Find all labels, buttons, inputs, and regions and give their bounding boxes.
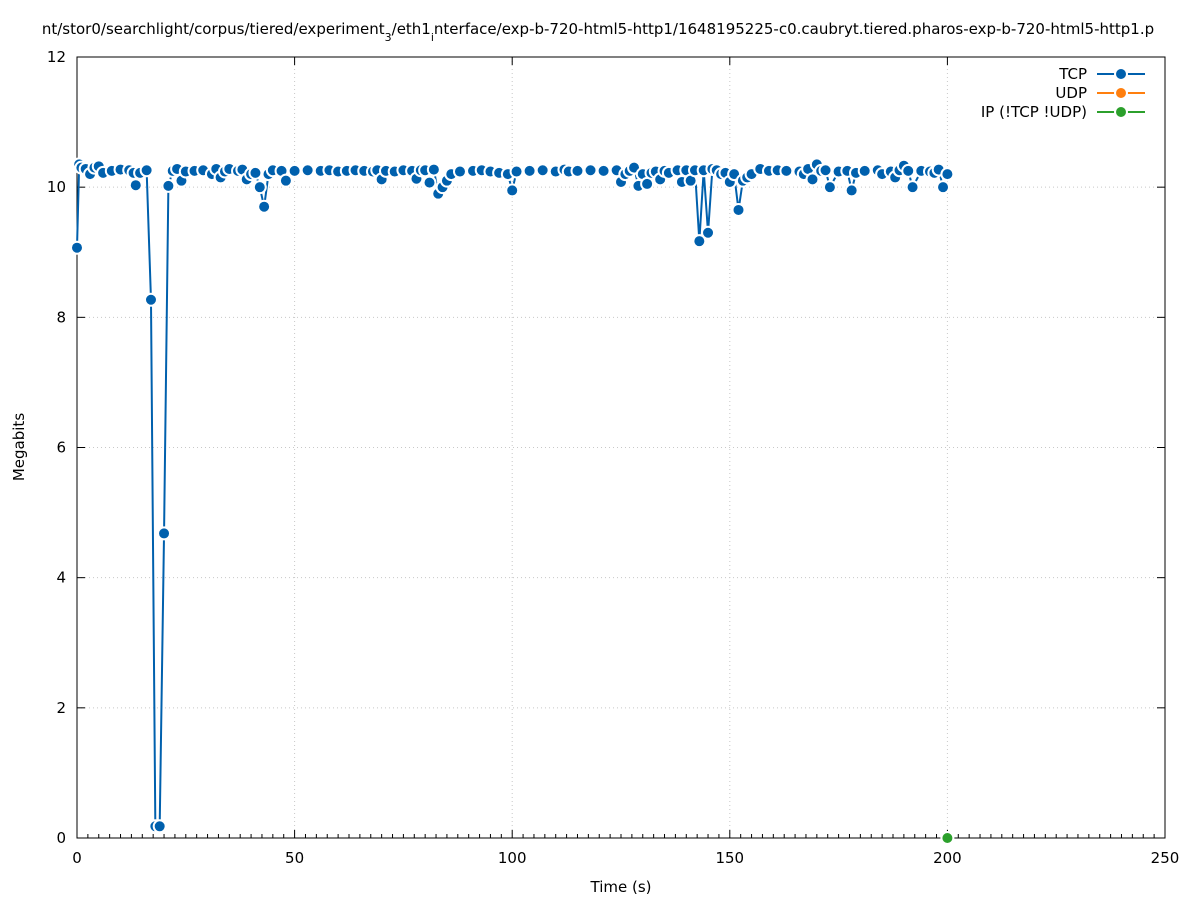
data-point (522, 163, 537, 178)
data-point (940, 831, 955, 845)
legend-entry-label: IP (!TCP !UDP) (981, 103, 1087, 121)
data-point (300, 163, 315, 178)
data-point (901, 163, 916, 178)
data-point (505, 183, 520, 198)
data-point (278, 173, 293, 188)
data-point (844, 183, 859, 198)
x-tick-label: 50 (285, 849, 304, 867)
y-tick-label: 4 (56, 569, 66, 587)
data-point (509, 164, 524, 179)
y-tick-label: 6 (56, 439, 66, 457)
series-2 (940, 831, 955, 845)
data-point (128, 178, 143, 193)
x-axis-label: Time (s) (590, 878, 652, 896)
data-point (426, 162, 441, 177)
data-point (818, 163, 833, 178)
legend-entry-marker (1114, 67, 1128, 81)
data-point (252, 180, 267, 195)
x-tick-label: 150 (715, 849, 744, 867)
data-point (139, 163, 154, 178)
data-point (805, 172, 820, 187)
data-point (596, 163, 611, 178)
data-point (583, 163, 598, 178)
y-tick-label: 12 (47, 48, 66, 66)
y-tick-label: 8 (56, 308, 66, 326)
legend-entry-label: TCP (1058, 65, 1087, 83)
x-tick-label: 250 (1151, 849, 1180, 867)
data-point (287, 163, 302, 178)
data-point (857, 163, 872, 178)
data-point (152, 819, 167, 834)
series-layer (70, 157, 955, 845)
x-tick-label: 0 (72, 849, 82, 867)
x-tick-label: 100 (498, 849, 527, 867)
plot-frame (76, 56, 1166, 839)
data-point (779, 163, 794, 178)
data-point (731, 202, 746, 217)
legend-entry-marker (1114, 105, 1128, 119)
legend-entry-label: UDP (1055, 84, 1087, 102)
series-line (76, 161, 949, 828)
data-point (701, 225, 716, 240)
series-0 (70, 157, 955, 834)
data-point (143, 292, 158, 307)
data-point (692, 234, 707, 249)
data-point (905, 180, 920, 195)
y-axis-label: Megabits (10, 413, 28, 481)
data-point (570, 163, 585, 178)
x-tick-label: 200 (933, 849, 962, 867)
data-point (157, 526, 172, 541)
data-point (248, 165, 263, 180)
data-point (535, 163, 550, 178)
data-point (822, 180, 837, 195)
data-point (422, 175, 437, 190)
data-point (940, 167, 955, 182)
chart-title: nt/stor0/searchlight/corpus/tiered/exper… (42, 20, 1154, 44)
data-point (257, 199, 272, 214)
y-tick-label: 10 (47, 178, 66, 196)
legend-entry-marker (1114, 86, 1128, 100)
data-point (452, 164, 467, 179)
data-point (936, 180, 951, 195)
data-point (70, 240, 84, 255)
y-tick-label: 0 (56, 829, 66, 847)
data-point (161, 178, 176, 193)
y-tick-label: 2 (56, 699, 66, 717)
